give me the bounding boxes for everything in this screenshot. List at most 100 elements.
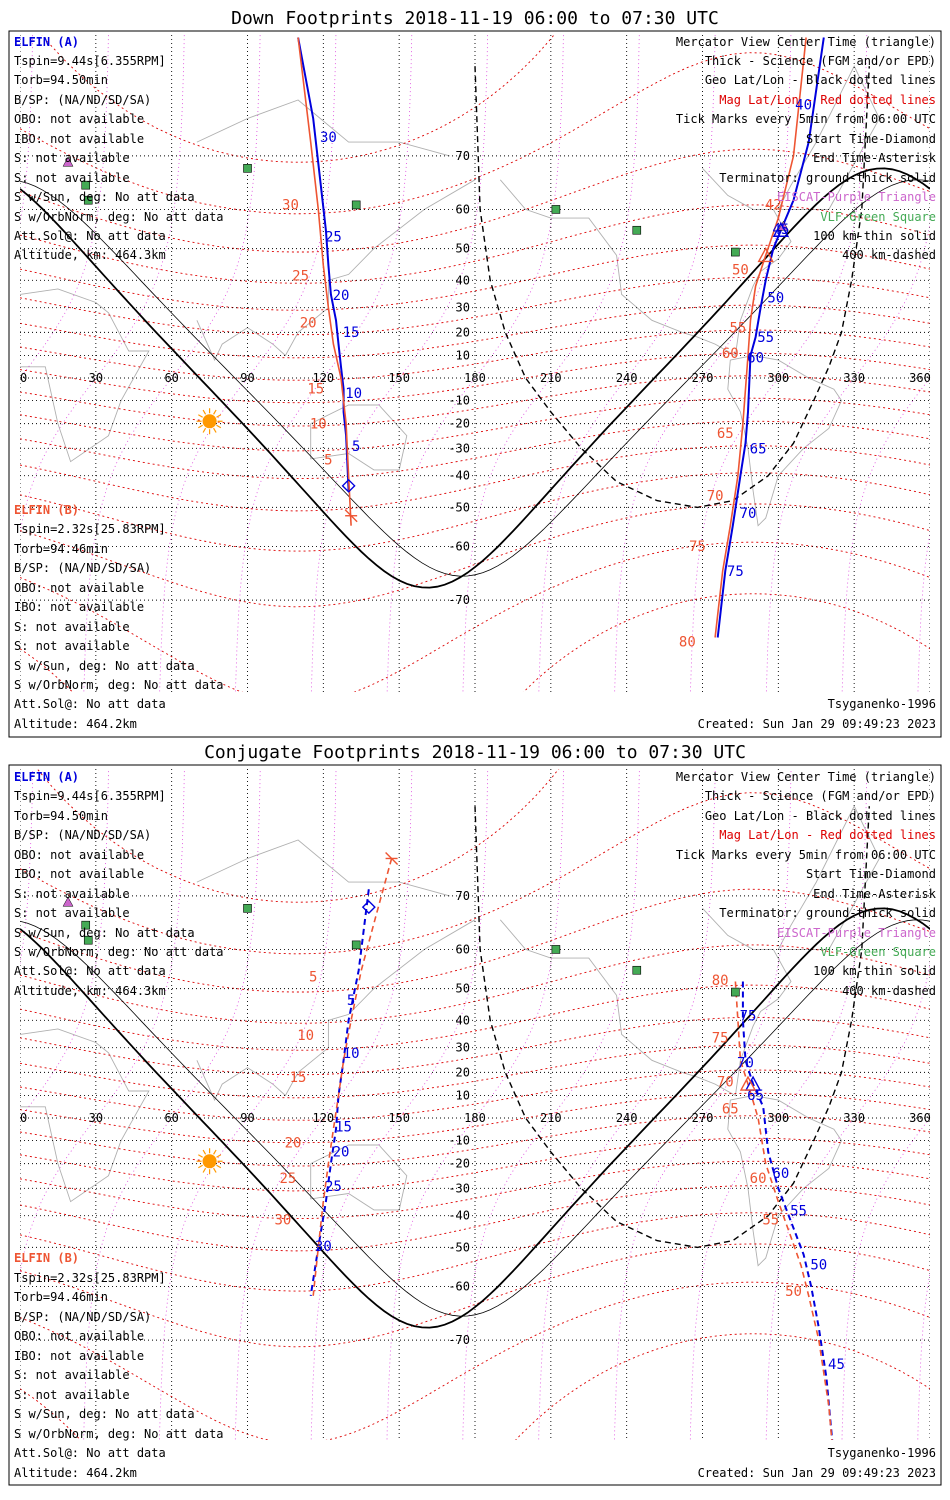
- y-tick-label: 40: [456, 1013, 470, 1027]
- elfin-b-tick-label: 75: [689, 539, 706, 555]
- legend-b-line: B/SP: (NA/ND/SD/SA): [14, 561, 151, 575]
- mag-lat-line: [36, 769, 560, 903]
- vlf-site-marker: [551, 945, 561, 954]
- sun-ray: [213, 1149, 217, 1155]
- vlf-site-marker: [632, 225, 642, 235]
- y-tick-label: -60: [448, 1280, 470, 1294]
- elfin-b-tick-label: 20: [300, 316, 317, 332]
- legend-a-line: S: not available: [14, 887, 130, 901]
- eiscat-marker: [777, 220, 789, 231]
- y-tick-label: -50: [448, 500, 470, 514]
- sun-ray: [216, 1164, 222, 1169]
- center-triangle-marker: [757, 246, 774, 263]
- mag-lat-line: [20, 984, 930, 1051]
- center-triangle-marker: [739, 1075, 757, 1091]
- legend-key-line: 400 km-dashed: [842, 984, 936, 998]
- legend-key-line: VLF-Green Square: [820, 210, 936, 224]
- vlf-site-marker: [351, 940, 361, 950]
- elfin-a-tick-label: 25: [325, 1179, 342, 1195]
- x-tick-label: 0: [20, 1111, 27, 1125]
- coastline: [499, 167, 792, 357]
- legend-a-line: IBO: not available: [14, 867, 144, 881]
- sun-ray: [216, 424, 222, 429]
- panel-title: Down Footprints 2018-11-19 06:00 to 07:3…: [231, 8, 719, 29]
- y-tick-label: 60: [456, 202, 470, 216]
- elfin-b-tick-label: 15: [307, 382, 324, 398]
- elfin-a-track: [716, 37, 825, 638]
- legend-key-line: Geo Lat/Lon - Black dotted lines: [705, 73, 936, 87]
- map-area: 0 30 60 90 120 150 180 210 240 270 300 330 360 -70 -60…: [20, 769, 931, 1440]
- legend-key-line: Tick Marks every 5min from 06:00 UTC: [676, 848, 936, 862]
- legend-key-line: Terminator: ground-thick solid: [719, 906, 936, 920]
- legend-a-line: S w/Sun, deg: No att data: [14, 190, 195, 204]
- legend-a-title: ELFIN (A): [14, 35, 79, 49]
- legend-b-title: ELFIN (B): [14, 503, 79, 517]
- sun-ray: [202, 1149, 207, 1155]
- sun-ray: [213, 409, 217, 415]
- elfin-b-tick-label: 70: [717, 1074, 734, 1090]
- sun-icon: [196, 1148, 223, 1175]
- elfin-a-tick-label: 50: [767, 290, 784, 306]
- legend-a-line: IBO: not available: [14, 132, 144, 146]
- sun-ray: [198, 414, 203, 418]
- legend-key-line: Terminator: ground-thick solid: [719, 171, 936, 185]
- x-tick-label: 300: [767, 1111, 789, 1125]
- legend-key-line: End Time-Asterisk: [813, 887, 937, 901]
- mag-lat-line: [20, 1281, 930, 1440]
- legend-elfin-a: ELFIN (A) Tspin=9.44s[6.355RPM] Torb=94.…: [14, 35, 224, 262]
- elfin-b-tick-label: 5: [309, 970, 317, 986]
- legend-b-line: S w/Sun, deg: No att data: [14, 659, 195, 673]
- legend-b-title: ELFIN (B): [14, 1251, 79, 1265]
- eiscat-marker: [62, 156, 74, 167]
- legend-key-line: Thick - Science (FGM and/or EPD): [705, 54, 936, 68]
- sun-ray: [213, 1167, 217, 1173]
- elfin-b-tick-label: 20: [285, 1135, 302, 1151]
- terminator-ground: [20, 907, 930, 1329]
- x-tick-label: 120: [312, 371, 334, 385]
- terminator-100km: [20, 179, 930, 577]
- elfin-b-tick-label: 25: [292, 268, 309, 284]
- x-tick-label: 150: [388, 371, 410, 385]
- created-label: Created: Sun Jan 29 09:49:23 2023: [698, 717, 936, 731]
- x-tick-label: 330: [843, 371, 865, 385]
- legend-key-line: EISCAT-Purple Triangle: [777, 926, 936, 940]
- panel-down: Down Footprints 2018-11-19 06:00 to 07:3…: [8, 8, 942, 738]
- x-tick-label: 30: [89, 371, 103, 385]
- y-tick-label: 40: [456, 273, 470, 287]
- legend-a-line: S: not available: [14, 151, 130, 165]
- legend-a-line: S: not available: [14, 171, 130, 185]
- model-label: Tsyganenko-1996: [828, 1446, 936, 1460]
- x-tick-label: 270: [692, 1111, 714, 1125]
- y-tick-label: -30: [448, 1181, 470, 1195]
- legend-b-line: S: not available: [14, 1388, 130, 1402]
- y-tick-label: 50: [456, 242, 470, 256]
- terminator-ground: [20, 167, 930, 589]
- legend-b-line: IBO: not available: [14, 1349, 144, 1363]
- sun-ray: [202, 427, 207, 433]
- coastline: [727, 355, 843, 527]
- y-tick-label: -10: [448, 393, 470, 407]
- mag-lat-line: [20, 420, 930, 480]
- panel-title: Conjugate Footprints 2018-11-19 06:00 to…: [204, 742, 746, 763]
- elfin-a-tick-label: 55: [790, 1204, 807, 1220]
- y-tick-label: 20: [456, 325, 470, 339]
- y-tick-label: 30: [456, 301, 470, 315]
- vlf-site-marker: [632, 965, 642, 975]
- elfin-b-tick-label: 65: [717, 426, 734, 442]
- mag-lat-line: [20, 445, 930, 512]
- elfin-b-tick-label: 75: [712, 1030, 729, 1046]
- x-tick-label: 240: [616, 1111, 638, 1125]
- center-triangle-marker: [772, 221, 790, 237]
- terminator-400km: [474, 806, 870, 1249]
- legend-a-line: S w/OrbNorm, deg: No att data: [14, 210, 224, 224]
- legend-a-title: ELFIN (A): [14, 770, 79, 784]
- vlf-site-marker: [81, 920, 91, 930]
- legend-key-line: Mag Lat/Lon - Red dotted lines: [719, 828, 936, 842]
- y-tick-label: -20: [448, 1157, 470, 1171]
- elfin-b-tick-label: 60: [722, 346, 739, 362]
- x-tick-label: 300: [767, 371, 789, 385]
- elfin-b-tick-label: 15: [290, 1070, 307, 1086]
- legend-a-line: S: not available: [14, 906, 130, 920]
- elfin-a-tick-label: 75: [727, 564, 744, 580]
- y-tick-label: -20: [448, 417, 470, 431]
